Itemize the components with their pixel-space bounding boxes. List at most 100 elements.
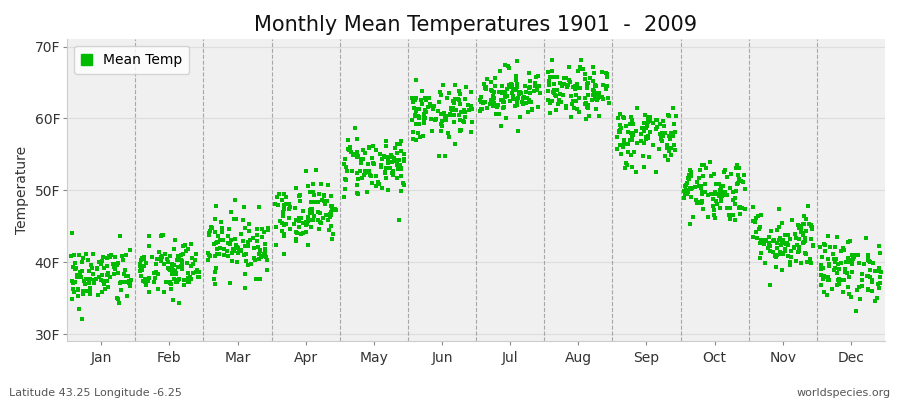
Point: [228, 197, 242, 203]
Point: [613, 141, 627, 148]
Point: [860, 254, 875, 261]
Point: [668, 129, 682, 135]
Point: [842, 274, 856, 280]
Point: [649, 117, 663, 123]
Point: [390, 159, 404, 166]
Point: [707, 212, 722, 218]
Point: [378, 153, 392, 160]
Point: [289, 217, 303, 223]
Point: [381, 159, 395, 166]
Point: [678, 183, 692, 189]
Point: [184, 263, 198, 269]
Point: [612, 128, 626, 134]
Point: [289, 238, 303, 244]
Point: [132, 268, 147, 274]
Point: [296, 220, 310, 226]
Point: [65, 230, 79, 236]
Point: [112, 300, 126, 306]
Point: [486, 93, 500, 99]
Point: [796, 240, 810, 246]
Point: [94, 289, 109, 296]
Point: [548, 93, 562, 99]
Point: [813, 244, 827, 250]
Point: [533, 90, 547, 96]
Point: [251, 244, 266, 250]
Point: [542, 82, 556, 88]
Point: [134, 266, 148, 272]
Point: [694, 185, 708, 191]
Point: [778, 248, 792, 254]
Point: [409, 108, 423, 114]
Point: [147, 279, 161, 286]
Point: [581, 80, 596, 86]
Point: [680, 189, 695, 196]
Point: [585, 86, 599, 93]
Point: [511, 95, 526, 101]
Point: [435, 118, 449, 124]
Point: [75, 315, 89, 322]
Point: [193, 274, 207, 280]
Point: [703, 159, 717, 166]
Point: [840, 270, 854, 276]
Point: [108, 266, 122, 272]
Point: [653, 131, 668, 138]
Point: [637, 124, 652, 131]
Point: [770, 251, 784, 258]
Point: [783, 247, 797, 254]
Point: [610, 134, 625, 140]
Point: [521, 99, 535, 106]
Point: [365, 155, 380, 161]
Point: [500, 93, 514, 99]
Point: [385, 170, 400, 176]
Point: [543, 110, 557, 116]
Point: [636, 125, 651, 131]
Point: [310, 199, 325, 206]
Point: [601, 100, 616, 106]
Point: [304, 199, 319, 206]
Point: [427, 102, 441, 109]
Point: [842, 259, 856, 265]
Point: [138, 276, 152, 282]
Point: [166, 266, 180, 273]
Point: [683, 194, 698, 200]
Point: [497, 104, 511, 111]
Point: [457, 114, 472, 120]
Point: [478, 85, 492, 91]
Point: [136, 262, 150, 269]
Point: [350, 149, 365, 156]
Point: [464, 129, 478, 136]
Point: [465, 106, 480, 112]
Point: [383, 165, 398, 171]
Point: [754, 236, 769, 243]
Point: [806, 223, 820, 230]
Point: [564, 101, 579, 108]
Point: [374, 164, 388, 170]
Point: [305, 181, 320, 187]
Point: [112, 233, 127, 240]
Point: [706, 196, 720, 202]
Point: [134, 255, 148, 262]
Point: [792, 236, 806, 242]
Point: [768, 252, 782, 259]
Point: [394, 166, 409, 172]
Point: [277, 191, 292, 198]
Point: [320, 212, 334, 218]
Point: [442, 134, 456, 141]
Point: [571, 85, 585, 92]
Point: [215, 225, 230, 231]
Point: [288, 236, 302, 242]
Point: [433, 89, 447, 95]
Point: [522, 97, 536, 103]
Point: [836, 245, 850, 252]
Point: [834, 276, 849, 283]
Point: [526, 88, 541, 94]
Point: [279, 201, 293, 207]
Text: Latitude 43.25 Longitude -6.25: Latitude 43.25 Longitude -6.25: [9, 388, 182, 398]
Point: [292, 193, 307, 200]
Point: [789, 235, 804, 242]
Point: [112, 280, 127, 286]
Point: [124, 277, 139, 283]
Point: [560, 84, 574, 91]
Point: [406, 99, 420, 105]
Point: [444, 105, 458, 112]
